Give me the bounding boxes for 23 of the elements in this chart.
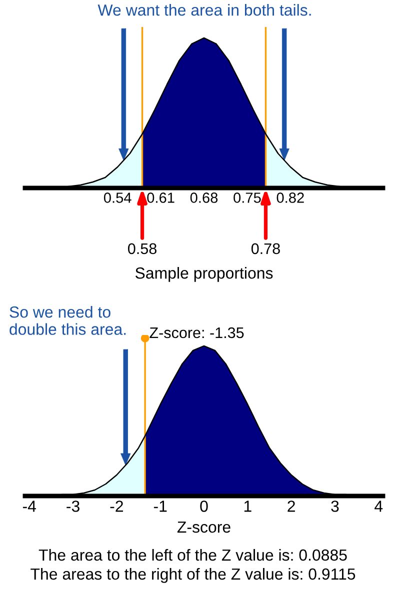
ref-line-label: Z-score: -1.35: [150, 327, 244, 338]
x-tick-label: 1: [244, 500, 252, 512]
x-tick-label: -1: [154, 500, 167, 512]
ref-line-label: 0.78: [251, 243, 280, 254]
x-tick-label: 3: [331, 500, 339, 512]
x-tick-label: 0: [200, 500, 208, 512]
x-tick-label: -2: [110, 500, 123, 512]
x-tick-label: -4: [22, 500, 36, 512]
x-tick-label: 0.75: [234, 192, 261, 203]
ref-line-label: 0.58: [128, 243, 156, 254]
chart-title: We want the area in both tails.: [98, 4, 311, 16]
x-tick-label: 0.82: [276, 192, 304, 203]
chart-title: So we need to double this area.: [10, 306, 126, 335]
x-axis-title: Sample proportions: [135, 267, 273, 282]
text: The area to the left of the Z value is: 0.0885: [38, 549, 347, 561]
x-tick-label: -3: [66, 500, 80, 512]
x-axis-title: Z-score: [177, 522, 230, 533]
x-tick-label: 0.54: [104, 192, 132, 203]
x-tick-label: 2: [288, 500, 295, 512]
x-tick-label: 0.68: [190, 192, 218, 203]
text: The areas to the right of the Z value is: 0.9115: [30, 568, 356, 583]
x-tick-label: 0.61: [147, 192, 174, 203]
x-tick-label: 4: [374, 500, 383, 512]
